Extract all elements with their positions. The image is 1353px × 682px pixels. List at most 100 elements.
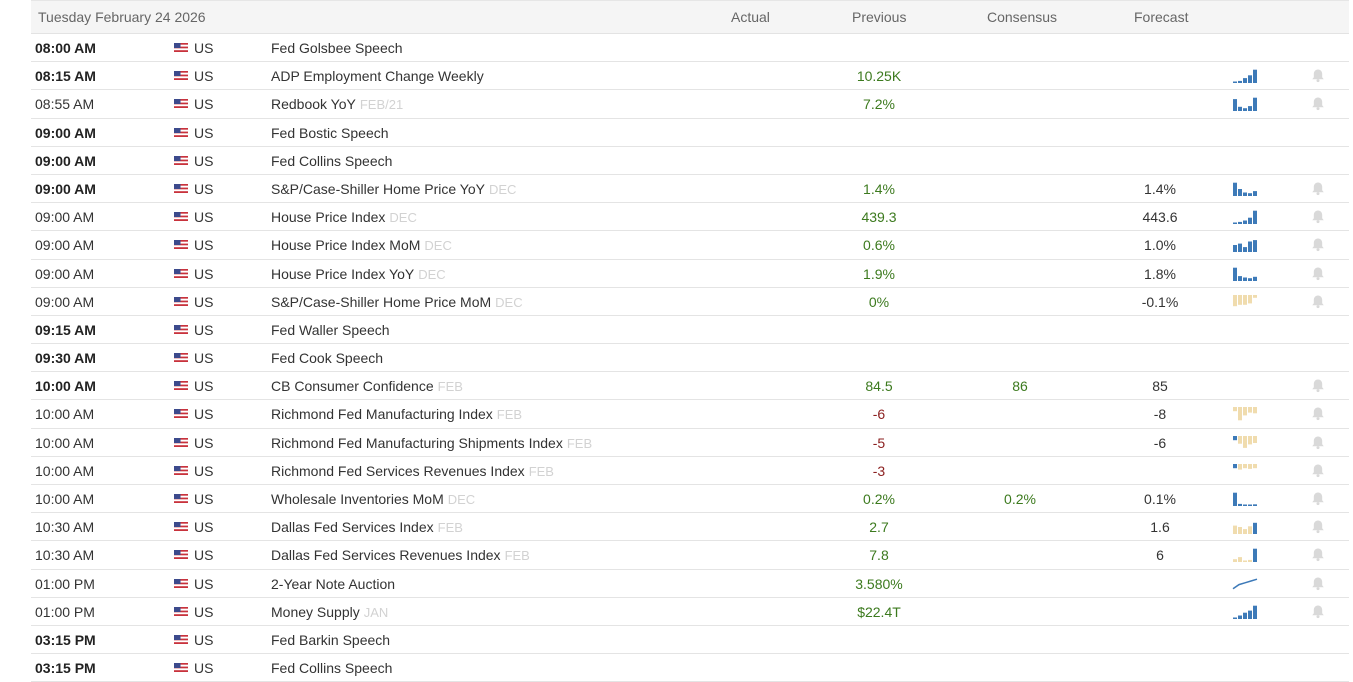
event-name[interactable]: Fed Bostic Speech xyxy=(271,125,389,141)
sparkline-chart[interactable] xyxy=(1232,548,1258,563)
event-name-text[interactable]: House Price Index YoY xyxy=(271,265,415,282)
event-country[interactable]: US xyxy=(194,434,214,451)
event-row[interactable]: 09:00 AM US House Price Index MoM DEC 0.6% 1.… xyxy=(31,231,1349,260)
event-row[interactable]: 01:00 PM US Money Supply JAN $22.4T xyxy=(31,598,1349,626)
event-name-text[interactable]: Richmond Fed Manufacturing Shipments Ind… xyxy=(271,434,563,451)
event-row[interactable]: 09:15 AM US Fed Waller Speech xyxy=(31,316,1349,345)
sparkline-chart[interactable] xyxy=(1232,267,1258,281)
event-row[interactable]: 09:00 AM US House Price Index DEC 439.3 443.6 xyxy=(31,203,1349,232)
event-name-text[interactable]: Fed Bostic Speech xyxy=(271,124,389,141)
sparkline-chart[interactable] xyxy=(1232,463,1258,478)
event-name-text[interactable]: S&P/Case-Shiller Home Price YoY xyxy=(271,180,485,197)
event-name[interactable]: Richmond Fed Manufacturing Index FEB xyxy=(271,406,522,422)
event-country[interactable]: US xyxy=(194,237,214,254)
event-row[interactable]: 03:15 PM US Fed Collins Speech xyxy=(31,654,1349,682)
event-name-text[interactable]: Fed Collins Speech xyxy=(271,152,393,169)
bell-icon[interactable] xyxy=(1311,266,1325,281)
bell-icon[interactable] xyxy=(1311,604,1325,619)
sparkline-chart[interactable] xyxy=(1232,294,1258,309)
bell-icon[interactable] xyxy=(1311,406,1325,421)
event-row[interactable]: 08:55 AM US Redbook YoY FEB/21 7.2% xyxy=(31,90,1349,119)
event-country[interactable]: US xyxy=(194,265,214,282)
event-country[interactable]: US xyxy=(194,293,214,310)
event-name[interactable]: Fed Barkin Speech xyxy=(271,632,390,648)
event-name[interactable]: Wholesale Inventories MoM DEC xyxy=(271,491,475,507)
bell-icon[interactable] xyxy=(1311,294,1325,309)
event-row[interactable]: 10:30 AM US Dallas Fed Services Index FEB 2.… xyxy=(31,513,1349,542)
sparkline-chart[interactable] xyxy=(1232,435,1258,450)
event-name-text[interactable]: Fed Golsbee Speech xyxy=(271,40,403,56)
event-country[interactable]: US xyxy=(194,603,214,620)
event-country[interactable]: US xyxy=(194,124,214,141)
event-name-text[interactable]: 2-Year Note Auction xyxy=(271,575,396,592)
event-name-text[interactable]: Wholesale Inventories MoM xyxy=(271,491,444,507)
event-country[interactable]: US xyxy=(194,321,214,338)
event-row[interactable]: 10:00 AM US Richmond Fed Services Revenues… xyxy=(31,457,1349,485)
event-country[interactable]: US xyxy=(194,378,214,395)
consensus-column-header[interactable]: Consensus xyxy=(987,9,1058,25)
event-name-text[interactable]: S&P/Case-Shiller Home Price MoM xyxy=(271,293,492,310)
event-name-text[interactable]: House Price Index xyxy=(271,209,386,226)
event-row[interactable]: 09:00 AM US Fed Bostic Speech xyxy=(31,119,1349,147)
event-name[interactable]: CB Consumer Confidence FEB xyxy=(271,378,463,394)
bell-icon[interactable] xyxy=(1311,68,1325,83)
bell-icon[interactable] xyxy=(1311,491,1325,506)
event-country[interactable]: US xyxy=(194,68,214,85)
sparkline-chart[interactable] xyxy=(1232,520,1258,535)
bell-icon[interactable] xyxy=(1311,463,1325,478)
event-row[interactable]: 03:15 PM US Fed Barkin Speech xyxy=(31,626,1349,655)
event-row[interactable]: 10:00 AM US Richmond Fed Manufacturing Shi… xyxy=(31,429,1349,457)
event-name[interactable]: House Price Index YoY DEC xyxy=(271,266,446,282)
event-row[interactable]: 08:00 AM US Fed Golsbee Speech xyxy=(31,34,1349,63)
event-name[interactable]: House Price Index MoM DEC xyxy=(271,237,452,253)
event-country[interactable]: US xyxy=(194,350,214,367)
bell-icon[interactable] xyxy=(1311,96,1325,111)
event-row[interactable]: 10:00 AM US CB Consumer Confidence FEB 84.5 8… xyxy=(31,372,1349,401)
event-name[interactable]: S&P/Case-Shiller Home Price MoM DEC xyxy=(271,294,523,310)
event-name[interactable]: Dallas Fed Services Revenues Index FEB xyxy=(271,547,530,563)
event-name-text[interactable]: Dallas Fed Services Revenues Index xyxy=(271,547,501,564)
event-row[interactable]: 10:00 AM US Richmond Fed Manufacturing Ind… xyxy=(31,400,1349,429)
bell-icon[interactable] xyxy=(1311,237,1325,252)
event-row[interactable]: 09:00 AM US S&P/Case-Shiller Home Price Yo… xyxy=(31,175,1349,204)
event-name-text[interactable]: Money Supply xyxy=(271,603,360,620)
bell-icon[interactable] xyxy=(1311,547,1325,562)
bell-icon[interactable] xyxy=(1311,519,1325,534)
event-name-text[interactable]: House Price Index MoM xyxy=(271,237,421,254)
event-name[interactable]: 2-Year Note Auction xyxy=(271,576,395,592)
event-name[interactable]: S&P/Case-Shiller Home Price YoY DEC xyxy=(271,181,516,197)
bell-icon[interactable] xyxy=(1311,576,1325,591)
event-row[interactable]: 01:00 PM US 2-Year Note Auction 3.580% xyxy=(31,570,1349,598)
sparkline-chart[interactable] xyxy=(1232,238,1258,253)
event-country[interactable]: US xyxy=(194,40,214,56)
forecast-column-header[interactable]: Forecast xyxy=(1134,9,1189,25)
event-name-text[interactable]: Fed Collins Speech xyxy=(271,660,393,677)
event-country[interactable]: US xyxy=(194,547,214,564)
event-name-text[interactable]: Fed Barkin Speech xyxy=(271,631,391,648)
event-name[interactable]: Fed Cook Speech xyxy=(271,350,383,366)
event-row[interactable]: 09:30 AM US Fed Cook Speech xyxy=(31,344,1349,373)
event-name[interactable]: Richmond Fed Services Revenues Index FEB xyxy=(271,463,554,479)
event-name-text[interactable]: Dallas Fed Services Index xyxy=(271,519,434,536)
event-name[interactable]: Dallas Fed Services Index FEB xyxy=(271,519,463,535)
event-name-text[interactable]: Redbook YoY xyxy=(271,96,356,113)
previous-column-header[interactable]: Previous xyxy=(852,9,907,25)
event-name[interactable]: Fed Golsbee Speech xyxy=(271,40,403,56)
event-country[interactable]: US xyxy=(194,180,214,197)
event-name[interactable]: Fed Collins Speech xyxy=(271,660,392,676)
sparkline-chart[interactable] xyxy=(1232,605,1258,619)
event-name-text[interactable]: Richmond Fed Services Revenues Index xyxy=(271,462,525,479)
bell-icon[interactable] xyxy=(1311,435,1325,450)
event-name[interactable]: Redbook YoY FEB/21 xyxy=(271,96,403,112)
event-name-text[interactable]: Richmond Fed Manufacturing Index xyxy=(271,406,493,423)
event-name[interactable]: House Price Index DEC xyxy=(271,209,417,225)
event-name-text[interactable]: CB Consumer Confidence xyxy=(271,378,434,395)
event-name-text[interactable]: ADP Employment Change Weekly xyxy=(271,68,484,85)
event-row[interactable]: 10:00 AM US Wholesale Inventories MoM DEC 0.… xyxy=(31,485,1349,514)
event-country[interactable]: US xyxy=(194,406,214,423)
bell-icon[interactable] xyxy=(1311,209,1325,224)
event-country[interactable]: US xyxy=(194,660,214,677)
event-country[interactable]: US xyxy=(194,519,214,536)
event-row[interactable]: 09:00 AM US S&P/Case-Shiller Home Price Mo… xyxy=(31,288,1349,316)
event-country[interactable]: US xyxy=(194,631,214,648)
